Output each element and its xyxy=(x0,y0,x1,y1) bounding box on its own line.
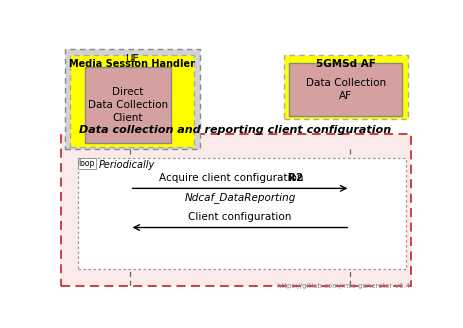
Text: loop: loop xyxy=(79,159,95,168)
Text: Client configuration: Client configuration xyxy=(188,212,292,222)
Bar xyxy=(62,134,411,286)
Bar xyxy=(85,67,171,143)
Text: Periodically: Periodically xyxy=(99,160,156,170)
Bar xyxy=(289,63,402,116)
Bar xyxy=(78,158,406,269)
Text: Direct
Data Collection
Client: Direct Data Collection Client xyxy=(88,87,168,123)
Text: R2: R2 xyxy=(288,173,303,183)
Text: UE: UE xyxy=(125,54,139,64)
Text: Data Collection
AF: Data Collection AF xyxy=(306,78,386,101)
Text: Media Session Handler: Media Session Handler xyxy=(69,59,195,69)
Bar xyxy=(70,54,194,147)
Bar xyxy=(65,50,200,149)
Text: Data collection and reporting client configuration: Data collection and reporting client con… xyxy=(80,125,392,135)
Bar xyxy=(284,54,408,119)
Text: https://gitlab.com/msc-generator v6.4: https://gitlab.com/msc-generator v6.4 xyxy=(276,283,409,289)
Text: 5GMSd AF: 5GMSd AF xyxy=(316,59,376,69)
Text: Ndcaf_DataReporting: Ndcaf_DataReporting xyxy=(184,192,296,203)
Text: Acquire client configuration: Acquire client configuration xyxy=(159,173,307,183)
